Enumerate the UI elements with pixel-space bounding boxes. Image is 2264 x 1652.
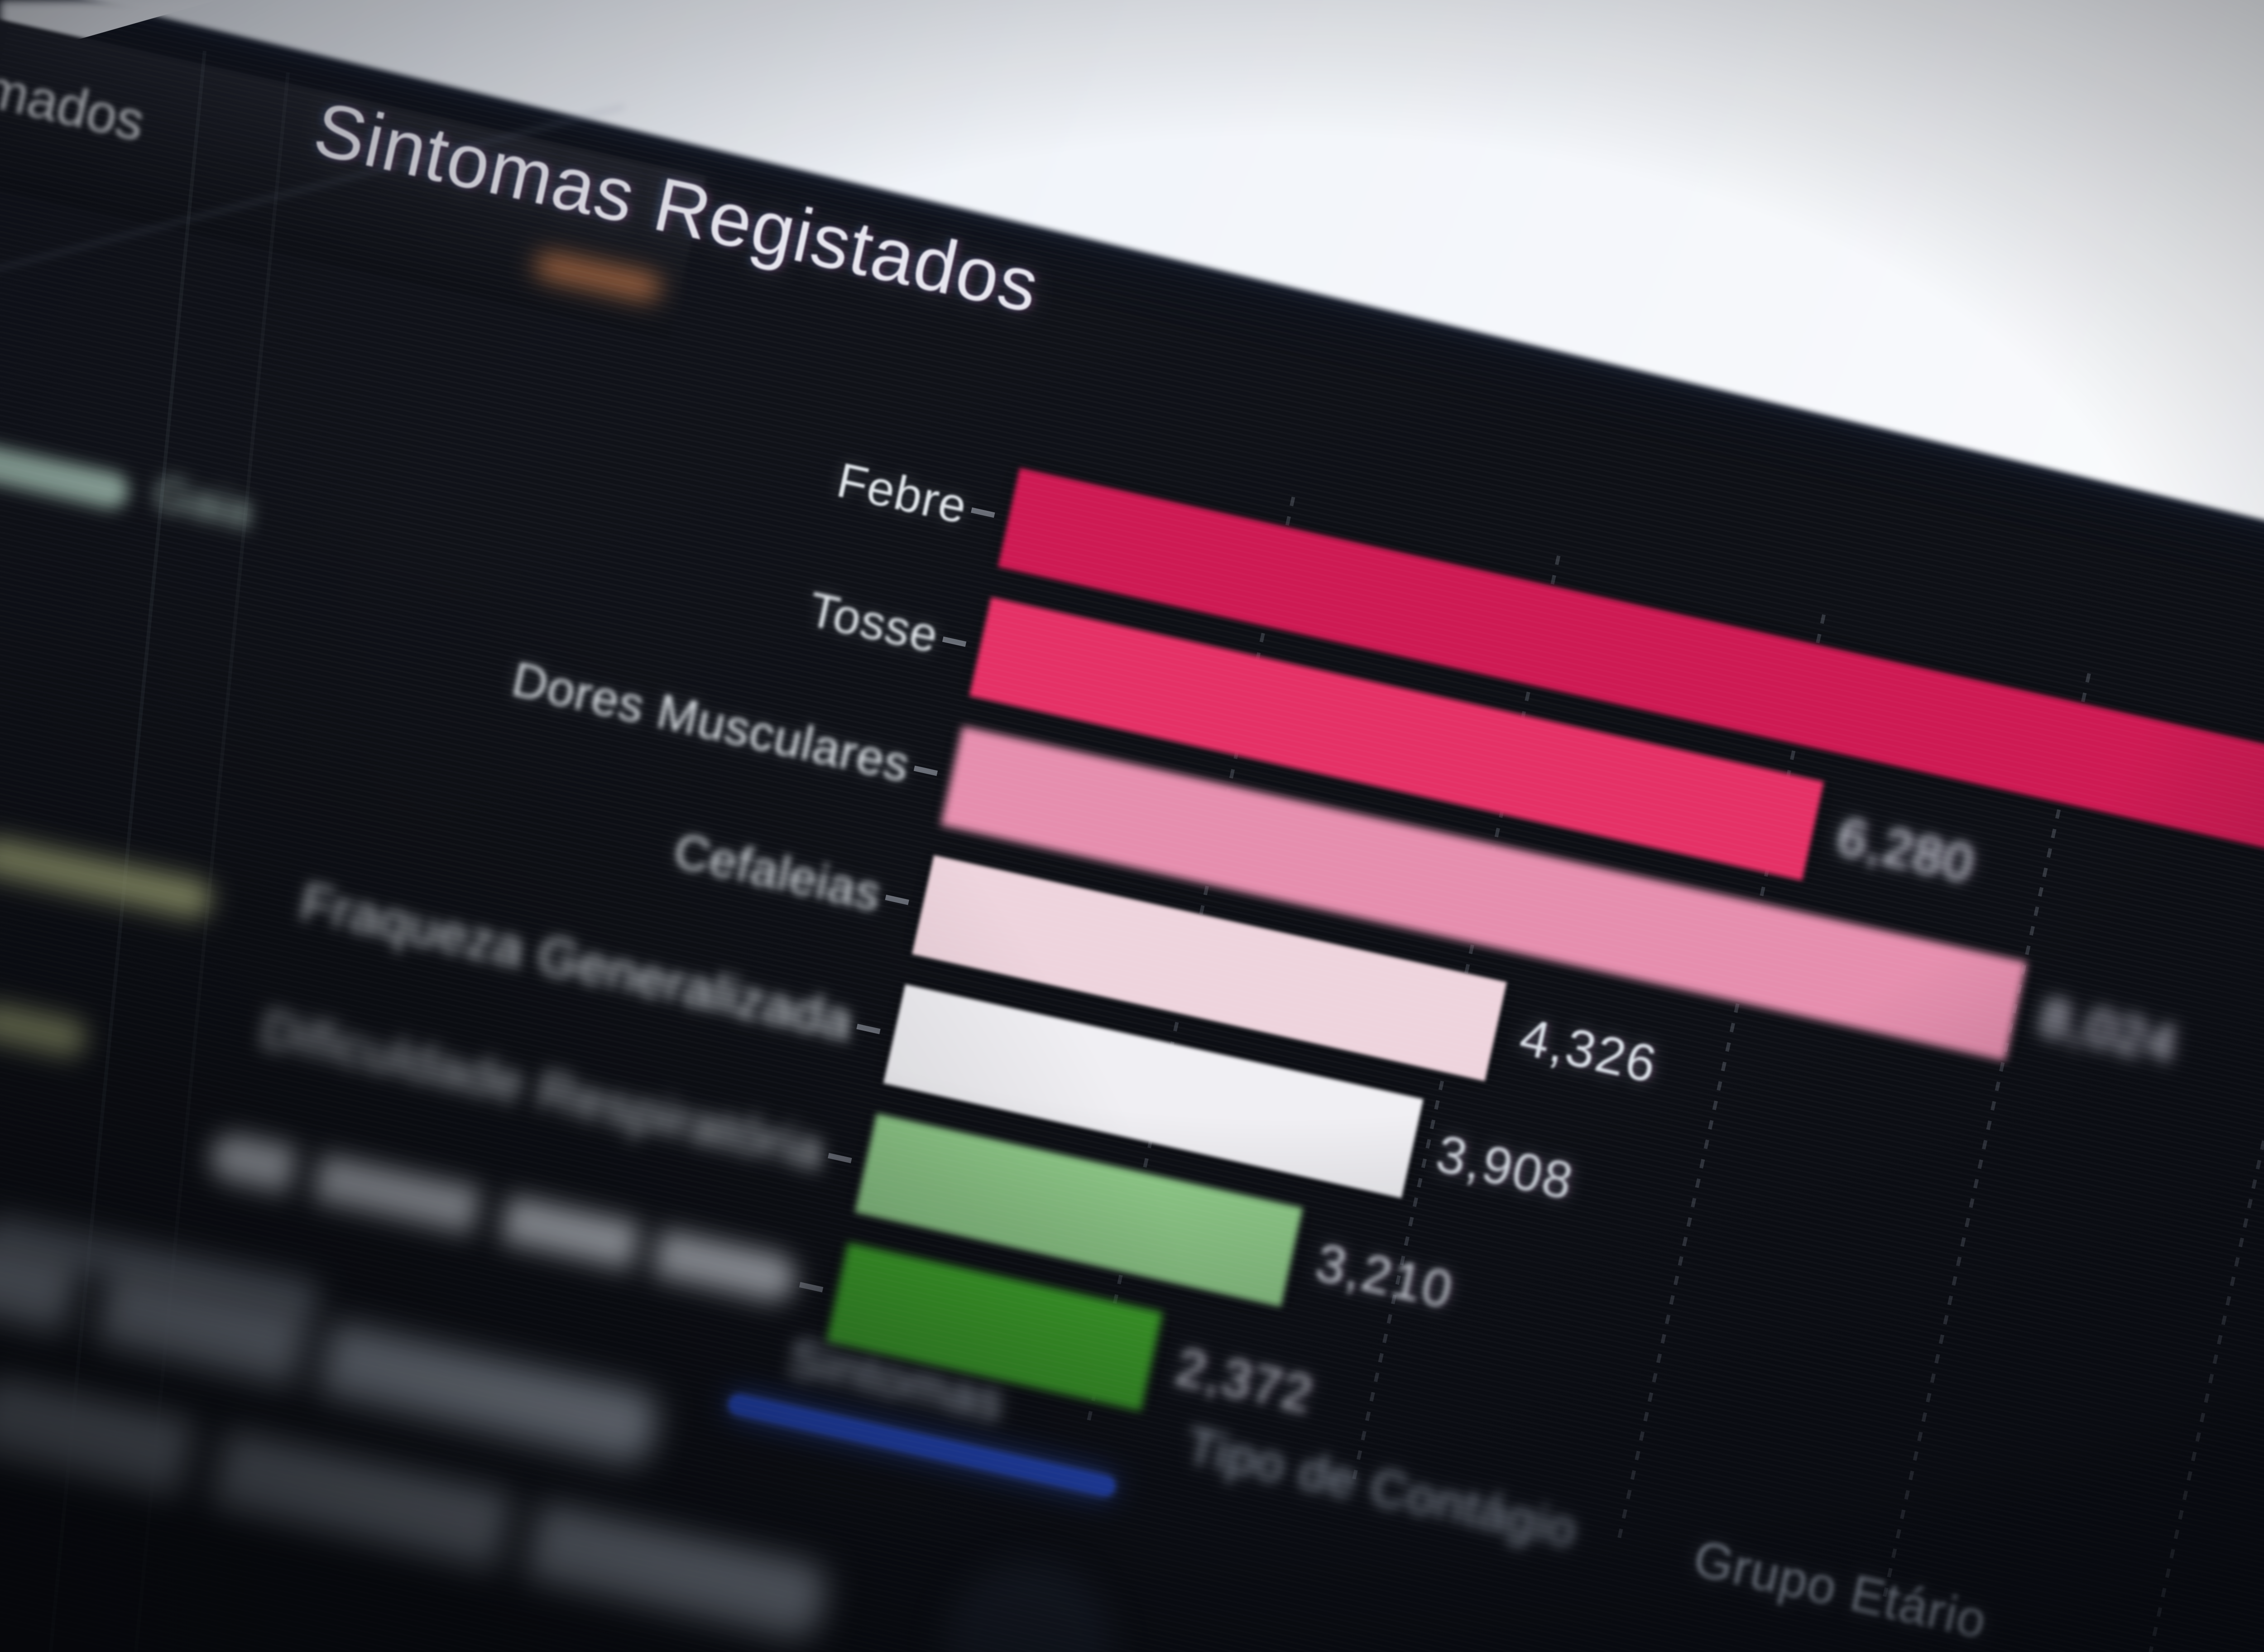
axis-tick <box>913 765 938 776</box>
axis-tick <box>971 507 995 518</box>
axis-tick <box>885 894 909 905</box>
chart-title: Sintomas Registados <box>307 86 1047 329</box>
axis-tick <box>799 1282 824 1292</box>
bar-value: 2,372 <box>1170 1339 1319 1426</box>
axis-tick <box>828 1153 852 1163</box>
axis-tick <box>856 1023 881 1034</box>
bar-value: 4,326 <box>1514 1008 1663 1096</box>
bar-value: 3,210 <box>1310 1234 1458 1321</box>
bar-value: 6,280 <box>1831 808 1980 895</box>
bar-value: 8,024 <box>2034 989 2182 1076</box>
axis-tick <box>942 636 967 647</box>
bar-value: 3,908 <box>1431 1126 1579 1213</box>
